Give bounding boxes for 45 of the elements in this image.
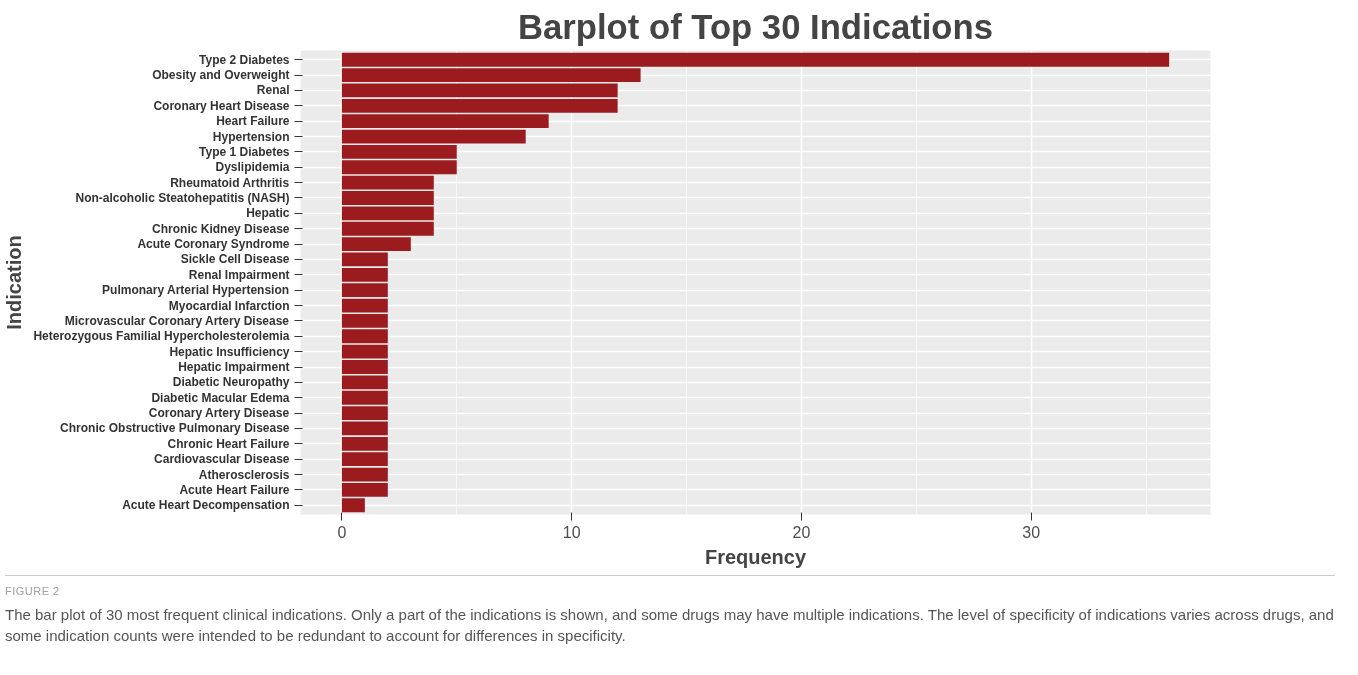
y-tick-label: Coronary Heart Disease [153, 98, 290, 113]
y-tick-label: Acute Coronary Syndrome [137, 237, 290, 252]
y-tick-label: Renal [256, 83, 290, 98]
chart-title: Barplot of Top 30 Indications [518, 7, 993, 46]
y-tick-label: Acute Heart Decompensation [122, 498, 290, 513]
y-tick-label: Dyslipidemia [215, 160, 290, 175]
y-tick-label: Hepatic Impairment [178, 360, 290, 374]
y-tick-label: Microvascular Coronary Artery Disease [64, 313, 290, 328]
bar [341, 129, 526, 144]
x-tick-label: 30 [1022, 523, 1041, 541]
caption: FIGURE 2 [5, 584, 61, 599]
y-tick-label: Chronic Heart Failure [167, 436, 290, 451]
bar [341, 298, 388, 313]
y-tick-label: Coronary Artery Disease [148, 406, 290, 421]
bar [341, 83, 618, 98]
y-tick-label: Obesity and Overweight [152, 68, 290, 83]
text: The bar plot of 30 most frequent clinical indications. Only a part of the indications is shown, and some drugs may have multiple indications. The level of specificity of indications varies across drugs, and some indication counts were intended to be redundant to account for differences in specificity. [5, 604, 1335, 647]
y-tick-label: Pulmonary Arterial Hypertension [102, 283, 290, 298]
y-tick-label: Chronic Obstructive Pulmonary Disease [60, 421, 290, 436]
y-tick-label: Rheumatoid Arthritis [170, 175, 290, 190]
x-axis-title: Frequency [704, 545, 807, 568]
x-tick-label: 0 [337, 523, 347, 541]
y-tick-label: Type 2 Diabetes [199, 52, 290, 67]
bar [341, 467, 388, 482]
x-tick-label: 20 [792, 523, 811, 541]
y-tick-label: Acute Heart Failure [179, 482, 290, 497]
y-tick-label: Hepatic [246, 206, 290, 221]
y-tick-label: Diabetic Macular Edema [151, 390, 290, 405]
bar [341, 421, 388, 436]
y-tick-label: Hypertension [212, 129, 290, 144]
y-tick-label: Heart Failure [216, 114, 290, 129]
y-tick-label: Heterozygous Familial Hypercholesterolemia [33, 329, 290, 344]
y-axis-title: Indication [3, 235, 26, 330]
y-tick-label: Chronic Kidney Disease [152, 221, 290, 236]
y-tick-label: Non-alcoholic Steatohepatitis (NASH) [75, 191, 290, 205]
y-tick-label: Sickle Cell Disease [180, 252, 290, 267]
y-tick-label: Myocardial Infarction [168, 298, 290, 313]
y-tick-label: Cardiovascular Disease [154, 452, 290, 467]
y-tick-label: Atherosclerosis [198, 467, 290, 482]
y-tick-label: Renal Impairment [188, 267, 290, 282]
y-tick-label: Diabetic Neuropathy [172, 375, 290, 390]
y-tick-label: Type 1 Diabetes [199, 144, 290, 159]
x-tick-label: 10 [562, 523, 581, 541]
y-tick-label: Hepatic Insufficiency [169, 344, 290, 359]
bar [341, 252, 388, 267]
